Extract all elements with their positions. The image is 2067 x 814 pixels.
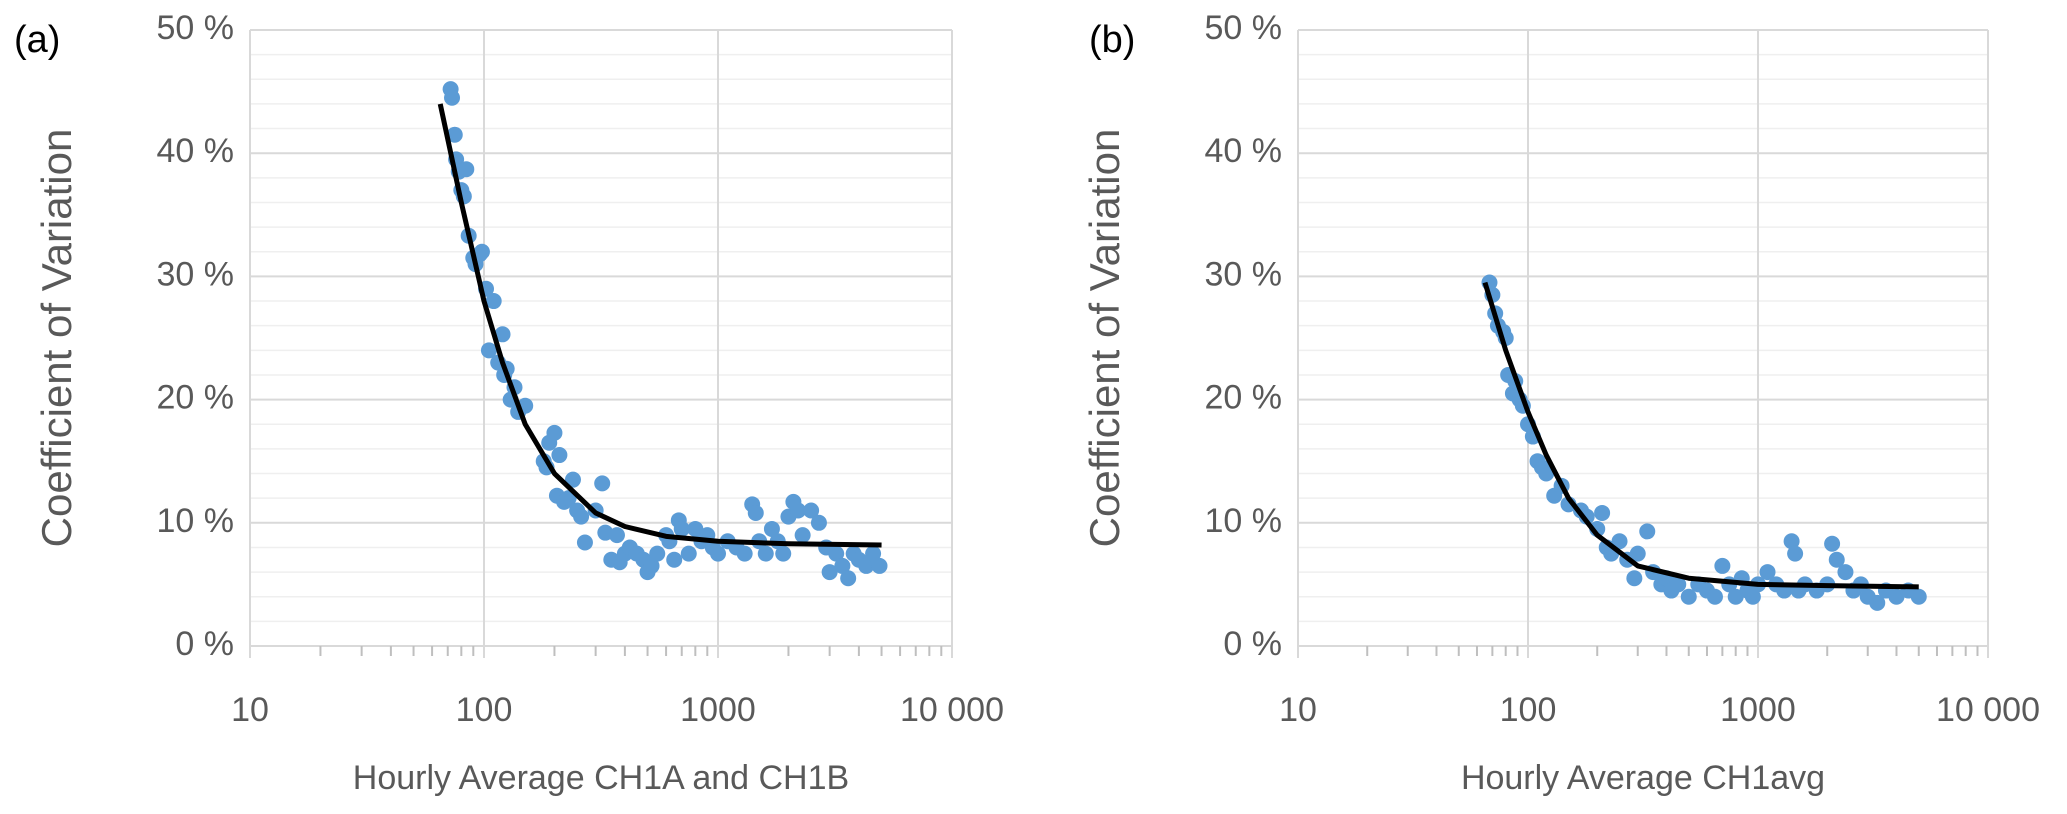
data-point	[673, 520, 690, 537]
data-point	[858, 557, 875, 574]
y-tick-label: 30 %	[1205, 255, 1283, 293]
data-point	[871, 557, 888, 574]
y-tick-label: 40 %	[157, 132, 235, 170]
data-point	[747, 504, 764, 521]
y-tick-label: 10 %	[1205, 502, 1283, 540]
data-point	[803, 502, 820, 519]
y-tick-label: 0 %	[1223, 625, 1282, 663]
data-point	[1680, 588, 1697, 605]
x-axis-label: Hourly Average CH1avg	[1461, 759, 1825, 797]
data-point	[444, 89, 461, 106]
data-point	[775, 545, 792, 562]
data-point	[828, 545, 845, 562]
data-point	[840, 570, 857, 587]
data-point	[710, 545, 726, 562]
y-tick-label: 40 %	[1205, 132, 1283, 170]
y-axis-label: Coefficient of Variation	[1081, 129, 1128, 548]
data-point	[1888, 588, 1905, 605]
data-point	[1626, 570, 1643, 587]
data-point	[1670, 576, 1687, 593]
x-tick-label: 10	[231, 691, 269, 729]
data-point	[834, 557, 851, 574]
data-point	[1744, 588, 1761, 605]
data-point	[1828, 551, 1845, 568]
data-point	[687, 520, 704, 537]
data-point	[576, 534, 593, 551]
data-point	[1787, 545, 1804, 562]
y-tick-label: 50 %	[1205, 9, 1283, 47]
panel-label: (b)	[1089, 19, 1135, 61]
data-point	[736, 545, 753, 562]
trend-line	[1482, 281, 1919, 590]
data-point	[1639, 523, 1656, 540]
data-point	[790, 502, 807, 519]
y-tick-label: 0 %	[175, 625, 234, 663]
data-point	[680, 545, 697, 562]
y-tick-label: 20 %	[1205, 379, 1283, 417]
data-point	[794, 527, 811, 544]
data-point	[1629, 545, 1646, 562]
y-tick-label: 30 %	[157, 255, 235, 293]
data-point	[458, 161, 475, 178]
data-point	[473, 243, 490, 260]
data-point	[480, 342, 497, 359]
data-point	[1611, 533, 1628, 550]
data-point	[573, 508, 590, 525]
panel-label: (a)	[14, 19, 60, 61]
y-tick-label: 50 %	[157, 9, 235, 47]
data-point	[649, 545, 666, 562]
data-point	[1910, 588, 1927, 605]
x-tick-label: 10	[1279, 691, 1317, 729]
y-tick-label: 10 %	[157, 502, 235, 540]
data-point	[546, 424, 563, 441]
data-point	[551, 447, 568, 464]
x-tick-label: 10 000	[900, 691, 1004, 729]
data-point	[1824, 535, 1841, 552]
data-point	[763, 520, 780, 537]
x-axis-label: Hourly Average CH1A and CH1B	[353, 759, 849, 797]
data-point	[821, 564, 838, 581]
data-point	[1706, 588, 1723, 605]
data-point	[1837, 564, 1854, 581]
x-tick-label: 10 000	[1936, 691, 2040, 729]
x-tick-label: 100	[456, 691, 513, 729]
data-point	[608, 527, 625, 544]
y-axis-label: Coefficient of Variation	[33, 129, 80, 548]
data-point	[594, 475, 611, 492]
data-point	[564, 471, 581, 488]
data-point	[1869, 594, 1886, 611]
data-point	[643, 557, 660, 574]
x-tick-label: 100	[1500, 691, 1557, 729]
data-point	[1594, 504, 1611, 521]
data-point	[1538, 465, 1555, 482]
data-point	[485, 293, 502, 310]
data-point	[1714, 557, 1731, 574]
data-point	[1759, 564, 1776, 581]
trend-line	[437, 103, 882, 548]
x-tick-label: 1000	[680, 691, 756, 729]
x-tick-label: 1000	[1720, 691, 1796, 729]
data-point	[1727, 588, 1744, 605]
data-point	[666, 551, 683, 568]
y-tick-label: 20 %	[157, 379, 235, 417]
data-point	[757, 545, 774, 562]
data-point	[494, 326, 511, 343]
data-point	[446, 126, 463, 143]
data-point	[865, 545, 882, 562]
data-point	[810, 514, 827, 531]
data-point	[1783, 533, 1800, 550]
